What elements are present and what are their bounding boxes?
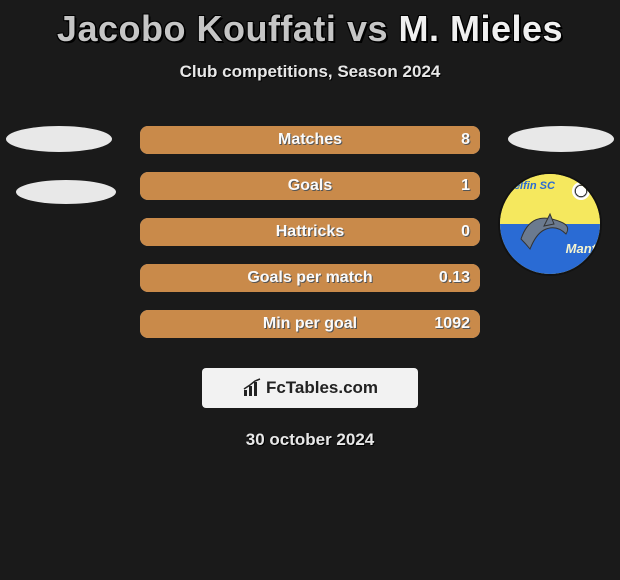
player2-name: M. Mieles [399,8,564,49]
stat-bar: Min per goal 1092 [140,310,480,338]
stat-bar: Goals 1 [140,172,480,200]
stat-label: Goals [288,177,332,195]
subtitle: Club competitions, Season 2024 [0,62,620,82]
badge-sun-icon [572,182,590,200]
stat-value-right: 8 [461,131,470,149]
branding-badge[interactable]: FcTables.com [202,368,418,408]
stats-area: Delfin SC Mant Matches 8 Goals 1 Hattricks 0 G… [0,126,620,356]
chart-icon [242,378,262,398]
stat-bar: Hattricks 0 [140,218,480,246]
branding-text: FcTables.com [266,378,378,398]
badge-text-top: Delfin SC [506,180,555,192]
stat-value-right: 0.13 [439,269,470,287]
player1-name: Jacobo Kouffati [57,8,337,49]
stat-label: Matches [278,131,342,149]
stat-label: Hattricks [276,223,344,241]
stat-label: Min per goal [263,315,357,333]
badge-text-bottom: Mant [566,241,596,256]
title-vs: vs [347,8,388,49]
stat-bars: Matches 8 Goals 1 Hattricks 0 Goals per match 0… [140,126,480,356]
placeholder-ellipse-right [508,126,614,152]
placeholder-ellipse-left-2 [16,180,116,204]
club-badge: Delfin SC Mant [500,174,600,274]
stat-value-right: 1 [461,177,470,195]
placeholder-ellipse-left-1 [6,126,112,152]
stat-label: Goals per match [247,269,372,287]
stat-value-right: 1092 [434,315,470,333]
stat-value-right: 0 [461,223,470,241]
comparison-title: Jacobo Kouffati vs M. Mieles [0,0,620,50]
stat-bar: Goals per match 0.13 [140,264,480,292]
stat-bar: Matches 8 [140,126,480,154]
date-text: 30 october 2024 [0,430,620,450]
